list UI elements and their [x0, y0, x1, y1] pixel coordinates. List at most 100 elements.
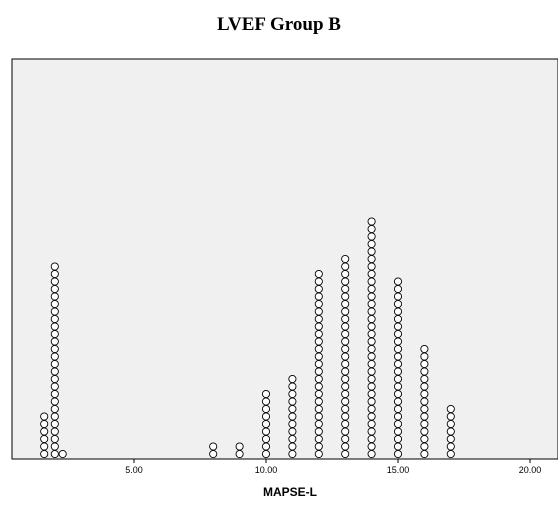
data-point — [393, 427, 403, 436]
x-axis-ticks: 5.00 10.00 15.00 20.00 — [125, 459, 541, 475]
data-point — [50, 367, 59, 376]
data-point — [393, 419, 403, 429]
data-point — [341, 382, 350, 391]
data-point — [393, 359, 403, 369]
data-point — [420, 434, 429, 444]
data-point — [314, 352, 323, 361]
data-point — [288, 419, 297, 429]
data-point — [446, 449, 455, 459]
data-point — [367, 359, 376, 369]
data-point — [367, 449, 376, 459]
data-point — [420, 419, 429, 429]
data-point — [288, 374, 297, 384]
data-point — [367, 404, 376, 414]
data-point — [261, 419, 271, 429]
data-point — [393, 322, 403, 331]
data-point — [314, 307, 323, 316]
data-point — [341, 254, 350, 264]
data-point — [40, 442, 49, 451]
data-point — [446, 427, 455, 436]
data-point — [341, 314, 350, 324]
data-point — [261, 404, 271, 414]
data-point — [367, 254, 376, 264]
data-point — [314, 427, 323, 436]
data-point — [50, 434, 59, 444]
data-point — [40, 412, 49, 421]
data-point — [341, 337, 350, 346]
data-point — [50, 329, 59, 339]
data-point — [420, 359, 429, 369]
data-point — [393, 299, 403, 309]
x-axis-label: MAPSE-L — [263, 485, 317, 499]
data-point — [367, 292, 376, 301]
data-point — [58, 449, 67, 459]
data-point — [209, 442, 218, 451]
data-point — [314, 322, 323, 331]
data-point — [393, 352, 403, 361]
data-point — [393, 344, 403, 354]
data-point — [367, 277, 376, 286]
data-point — [341, 352, 350, 361]
data-point — [367, 299, 376, 309]
data-point — [261, 412, 271, 421]
data-point — [261, 389, 271, 399]
data-point — [50, 352, 59, 361]
data-point — [393, 284, 403, 294]
data-point — [420, 367, 429, 376]
data-point — [40, 427, 49, 436]
data-point — [50, 284, 59, 294]
data-point — [235, 442, 244, 451]
data-point — [341, 389, 350, 399]
data-point — [367, 307, 376, 316]
data-point — [288, 412, 297, 421]
data-point — [420, 412, 429, 421]
data-point — [367, 442, 376, 451]
data-point — [341, 344, 350, 354]
data-point — [341, 269, 350, 279]
data-point — [367, 239, 376, 249]
data-point — [314, 389, 323, 399]
data-point — [367, 329, 376, 339]
data-point — [314, 442, 323, 451]
data-point — [261, 434, 271, 444]
data-point — [40, 449, 49, 459]
data-point — [50, 442, 59, 451]
data-point — [50, 337, 59, 346]
data-point — [261, 442, 271, 451]
data-point — [367, 224, 376, 234]
data-point — [341, 367, 350, 376]
data-point — [50, 314, 59, 324]
data-point — [50, 292, 59, 301]
data-point — [288, 404, 297, 414]
data-point — [420, 389, 429, 399]
data-point — [341, 284, 350, 294]
data-point — [446, 419, 455, 429]
data-point — [50, 389, 59, 399]
data-point — [393, 412, 403, 421]
data-point — [314, 359, 323, 369]
data-point — [367, 314, 376, 324]
data-point — [367, 352, 376, 361]
data-point — [341, 442, 350, 451]
data-point — [420, 427, 429, 436]
data-point — [341, 262, 350, 271]
data-point — [367, 217, 376, 226]
data-point — [367, 412, 376, 421]
data-point — [393, 292, 403, 301]
data-point — [314, 382, 323, 391]
data-point — [367, 382, 376, 391]
data-point — [314, 337, 323, 346]
data-point — [314, 277, 323, 286]
chart-title: LVEF Group B — [217, 14, 341, 35]
data-point — [420, 352, 429, 361]
data-point — [50, 344, 59, 354]
data-point — [420, 382, 429, 391]
data-point — [50, 359, 59, 369]
data-point — [367, 247, 376, 256]
data-point — [393, 374, 403, 384]
data-point — [393, 397, 403, 406]
data-point — [314, 397, 323, 406]
x-tick-label: 5.00 — [125, 465, 143, 475]
data-point — [393, 434, 403, 444]
